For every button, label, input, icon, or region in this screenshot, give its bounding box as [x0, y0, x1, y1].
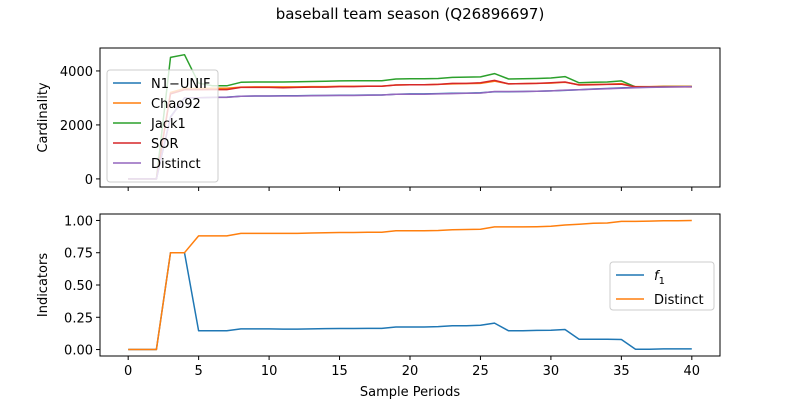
y-tick-label: 0.50 [64, 279, 93, 294]
x-tick-label: 30 [543, 364, 560, 379]
x-tick-label: 20 [402, 364, 419, 379]
x-tick-label: 25 [472, 364, 489, 379]
legend: N1−UNIF Chao92 Jack1 SOR Distinct [106, 69, 219, 183]
legend-box [106, 69, 219, 183]
subplot-1: 0 2000 4000 Cardinality N1−UNIF Chao92 Jack1 SO… [36, 47, 721, 191]
legend-label: Chao92 [151, 97, 201, 112]
figure-title: baseball team season (Q26896697) [276, 5, 545, 23]
legend-label: Distinct [654, 293, 704, 308]
series-line-1 [128, 251, 692, 351]
y-tick-label: 1.00 [64, 214, 93, 229]
series-line-4 [128, 79, 692, 180]
x-tick-label: 10 [261, 364, 278, 379]
y-axis-label: Cardinality [36, 82, 51, 153]
legend-box [609, 261, 715, 311]
legend: f1 Distinct [609, 261, 715, 311]
x-tick-label: 35 [613, 364, 630, 379]
y-tick-label: 4000 [60, 65, 93, 80]
x-tick-label: 5 [194, 364, 202, 379]
legend-label: SOR [151, 137, 179, 152]
legend-label: f1 [654, 269, 665, 287]
y-tick-label: 0.00 [64, 344, 93, 359]
y-axis-label: Indicators [36, 253, 51, 317]
y-tick-label: 0.75 [64, 247, 93, 262]
y-tick-label: 0.25 [64, 311, 93, 326]
y-tick-label: 2000 [60, 119, 93, 134]
series-line-2 [128, 219, 692, 351]
x-axis-label: Sample Periods [360, 385, 460, 400]
series-line-3 [128, 53, 692, 180]
legend-label: Jack1 [150, 117, 186, 132]
legend-label: Distinct [151, 157, 201, 172]
x-tick-label: 15 [331, 364, 348, 379]
series-line-5 [128, 85, 692, 180]
legend-label: N1−UNIF [151, 77, 210, 92]
y-tick-label: 0 [85, 173, 93, 188]
subplot-2: 0 5 10 15 20 25 30 35 40 0.00 0.25 0.50 0.75 1.00 Indi… [36, 213, 721, 400]
x-tick-label: 40 [684, 364, 701, 379]
plots-container: 0 2000 4000 Cardinality N1−UNIF Chao92 Jack1 SO… [36, 47, 721, 400]
x-tick-label: 0 [124, 364, 132, 379]
